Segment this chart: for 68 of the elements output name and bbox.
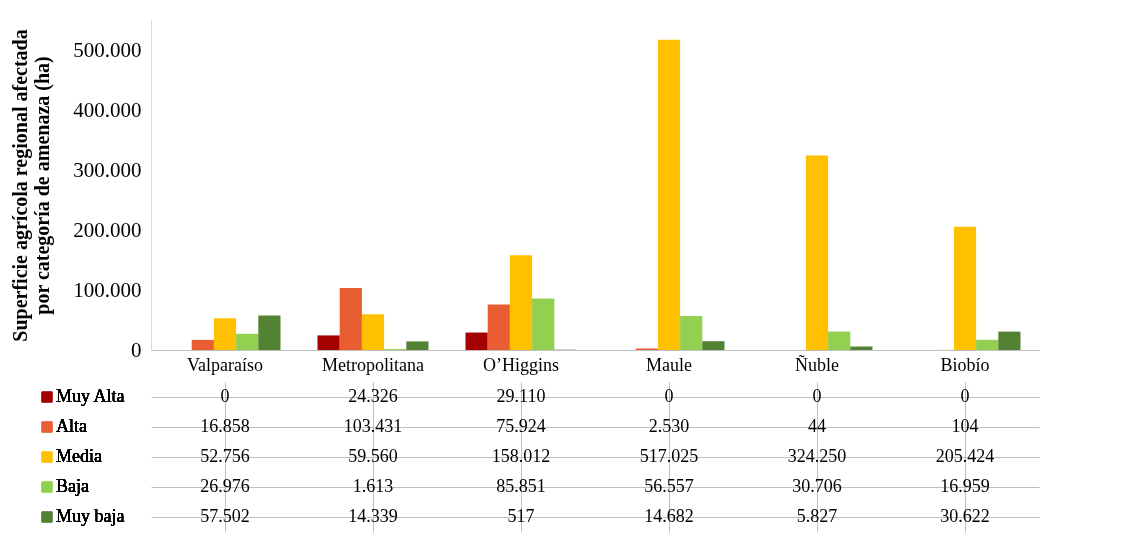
data-label: 517.025 (639, 446, 699, 466)
y-tick-label: 500.000 (73, 37, 142, 62)
data-label: 59.560 (348, 446, 398, 466)
bar (236, 333, 259, 350)
x-tick-label: Biobío (940, 354, 990, 375)
bar (213, 318, 237, 350)
data-label: 24.326 (348, 386, 398, 406)
bar (258, 315, 281, 350)
y-axis-title: Superficie agrícola regional afectada por categoría de amenaza (ha) (9, 29, 55, 342)
data-label: 85.851 (496, 476, 546, 496)
bar (998, 331, 1021, 350)
data-label: 14.682 (644, 506, 694, 526)
legend-label: Baja (56, 476, 89, 496)
data-label: 29.110 (496, 386, 546, 406)
x-tick-label: Ñuble (795, 353, 839, 375)
data-label: 16.858 (200, 416, 250, 436)
data-label: 52.756 (200, 446, 250, 466)
bar (339, 287, 362, 350)
data-label: 0 (664, 386, 674, 406)
data-label: 56.557 (644, 476, 694, 496)
x-tick-label: O’Higgins (483, 354, 559, 375)
x-tick-label: Metropolitana (322, 354, 424, 375)
y-tick-label: 400.000 (73, 97, 142, 122)
data-label: 75.924 (496, 416, 546, 436)
bar (828, 331, 851, 350)
data-label: 0 (960, 386, 970, 406)
data-label: 324.250 (787, 446, 847, 466)
data-label: 44 (808, 416, 826, 436)
data-label: 205.424 (935, 446, 995, 466)
legend-label: Muy Alta (56, 386, 125, 406)
y-tick-label: 200.000 (73, 217, 142, 242)
data-label: 103.431 (343, 416, 403, 436)
data-label: 2.530 (648, 416, 690, 436)
data-label: 26.976 (200, 476, 250, 496)
data-label: 16.959 (940, 476, 990, 496)
data-label: 30.622 (940, 506, 990, 526)
bar (680, 316, 703, 350)
data-label: 104 (951, 416, 979, 436)
bar (361, 314, 385, 350)
y-tick-label: 300.000 (73, 157, 142, 182)
bar (487, 304, 510, 350)
bar (509, 255, 533, 350)
bar (465, 332, 488, 350)
data-label: 517 (507, 506, 535, 526)
data-label: 0 (812, 386, 822, 406)
data-label: 14.339 (348, 506, 398, 526)
data-label: 30.706 (792, 476, 842, 496)
bar (976, 339, 999, 350)
bar (953, 226, 977, 350)
data-label: 158.012 (491, 446, 551, 466)
data-label: 5.827 (796, 506, 838, 526)
legend-label: Media (56, 446, 102, 466)
data-label: 57.502 (200, 506, 250, 526)
bar (406, 341, 429, 350)
x-tick-label: Valparaíso (187, 354, 263, 375)
legend-label: Muy baja (56, 506, 125, 526)
bar (532, 298, 555, 350)
legend-label: Alta (56, 416, 87, 436)
y-tick-label: 0 (131, 337, 142, 362)
x-tick-label: Maule (646, 354, 692, 375)
bar (805, 155, 829, 350)
bar (317, 335, 340, 350)
data-label: 1.613 (352, 476, 394, 496)
bar (702, 341, 725, 350)
data-label: 0 (220, 386, 230, 406)
bar (191, 339, 214, 350)
y-tick-label: 100.000 (73, 277, 142, 302)
bar (657, 39, 681, 350)
